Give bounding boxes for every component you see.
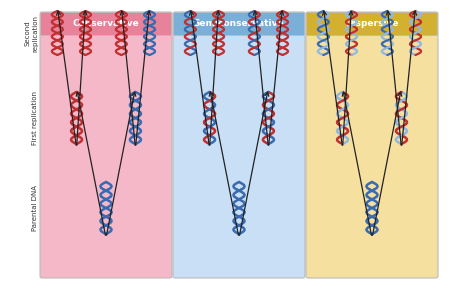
FancyBboxPatch shape [306, 12, 437, 35]
Text: Conservative: Conservative [72, 19, 140, 28]
Text: Second
replication: Second replication [25, 14, 38, 52]
Text: Semiconservative: Semiconservative [194, 19, 284, 28]
FancyBboxPatch shape [306, 12, 438, 278]
FancyBboxPatch shape [174, 12, 305, 35]
FancyBboxPatch shape [40, 12, 171, 35]
Text: Dispersive: Dispersive [345, 19, 399, 28]
Text: Parental DNA: Parental DNA [32, 185, 38, 231]
FancyBboxPatch shape [40, 12, 172, 278]
FancyBboxPatch shape [173, 12, 305, 278]
Text: First replication: First replication [32, 91, 38, 145]
